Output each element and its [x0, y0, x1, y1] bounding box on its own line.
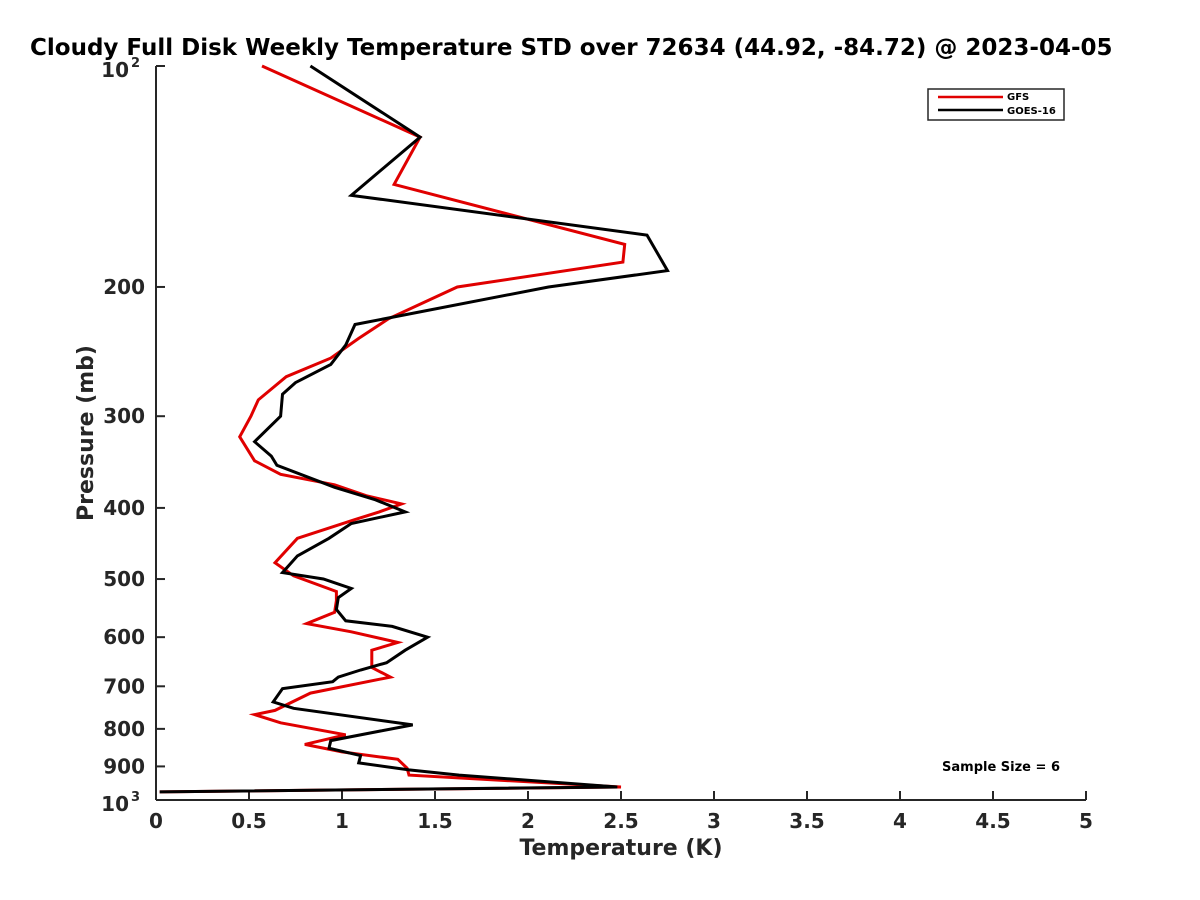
legend-label-goes: GOES-16: [1007, 106, 1056, 117]
series-layer: [159, 64, 670, 794]
y-tick-label: 400: [103, 496, 145, 520]
y-tick-label: 500: [103, 567, 145, 591]
chart-title: Cloudy Full Disk Weekly Temperature STD …: [30, 35, 1113, 61]
y-tick-label: 600: [103, 625, 145, 649]
y-axis-label: Pressure (mb): [74, 345, 99, 521]
x-ticks: 0 0.5 1 1.5 2 2.5 3 3.5 4 4.5 5: [149, 791, 1093, 833]
x-tick-label: 1: [335, 809, 349, 833]
x-tick-label: 3: [707, 809, 721, 833]
x-tick-label: 3.5: [789, 809, 824, 833]
y-tick-label: 200: [103, 275, 145, 299]
x-tick-label: 5: [1079, 809, 1093, 833]
legend-label-gfs: GFS: [1007, 92, 1029, 103]
x-tick-label: 2.5: [603, 809, 638, 833]
y-tick-label-exponent: 2: [131, 56, 140, 71]
x-tick-label: 4: [893, 809, 907, 833]
x-tick-label: 2: [521, 809, 535, 833]
x-tick-label: 4.5: [975, 809, 1010, 833]
x-tick-label: 0.5: [231, 809, 266, 833]
x-axis-label: Temperature (K): [519, 836, 722, 861]
sample-size-annotation: Sample Size = 6: [942, 760, 1060, 775]
legend-box: [927, 88, 1065, 121]
y-tick-label: 10: [101, 58, 129, 82]
x-tick-label: 1.5: [417, 809, 452, 833]
y-tick-label-exponent: 3: [131, 790, 140, 805]
y-tick-label: 800: [103, 717, 145, 741]
legend: GFS GOES-16: [927, 88, 1065, 121]
y-tick-label: 700: [103, 674, 145, 698]
y-tick-label: 10: [101, 792, 129, 816]
y-tick-label: 900: [103, 754, 145, 778]
x-tick-label: 0: [149, 809, 163, 833]
y-tick-label: 300: [103, 404, 145, 428]
series-line-gfs: [159, 64, 627, 794]
series-line-goes-16: [159, 64, 670, 794]
